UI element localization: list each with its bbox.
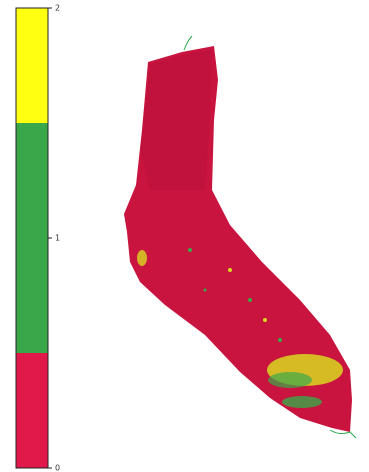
tick-label: 0 (55, 464, 60, 472)
viewer: 0 1 2 (0, 0, 369, 472)
colorbar-segment (16, 8, 48, 123)
rendered-surface (124, 36, 356, 438)
colorbar: 0 1 2 (16, 4, 60, 472)
colorbar-segment (16, 123, 48, 353)
tick-label: 1 (55, 234, 60, 243)
tick-label: 2 (55, 4, 60, 13)
colorbar-segment (16, 353, 48, 468)
page: 012 (() => { const data = JSON.parse(doc… (0, 0, 369, 472)
